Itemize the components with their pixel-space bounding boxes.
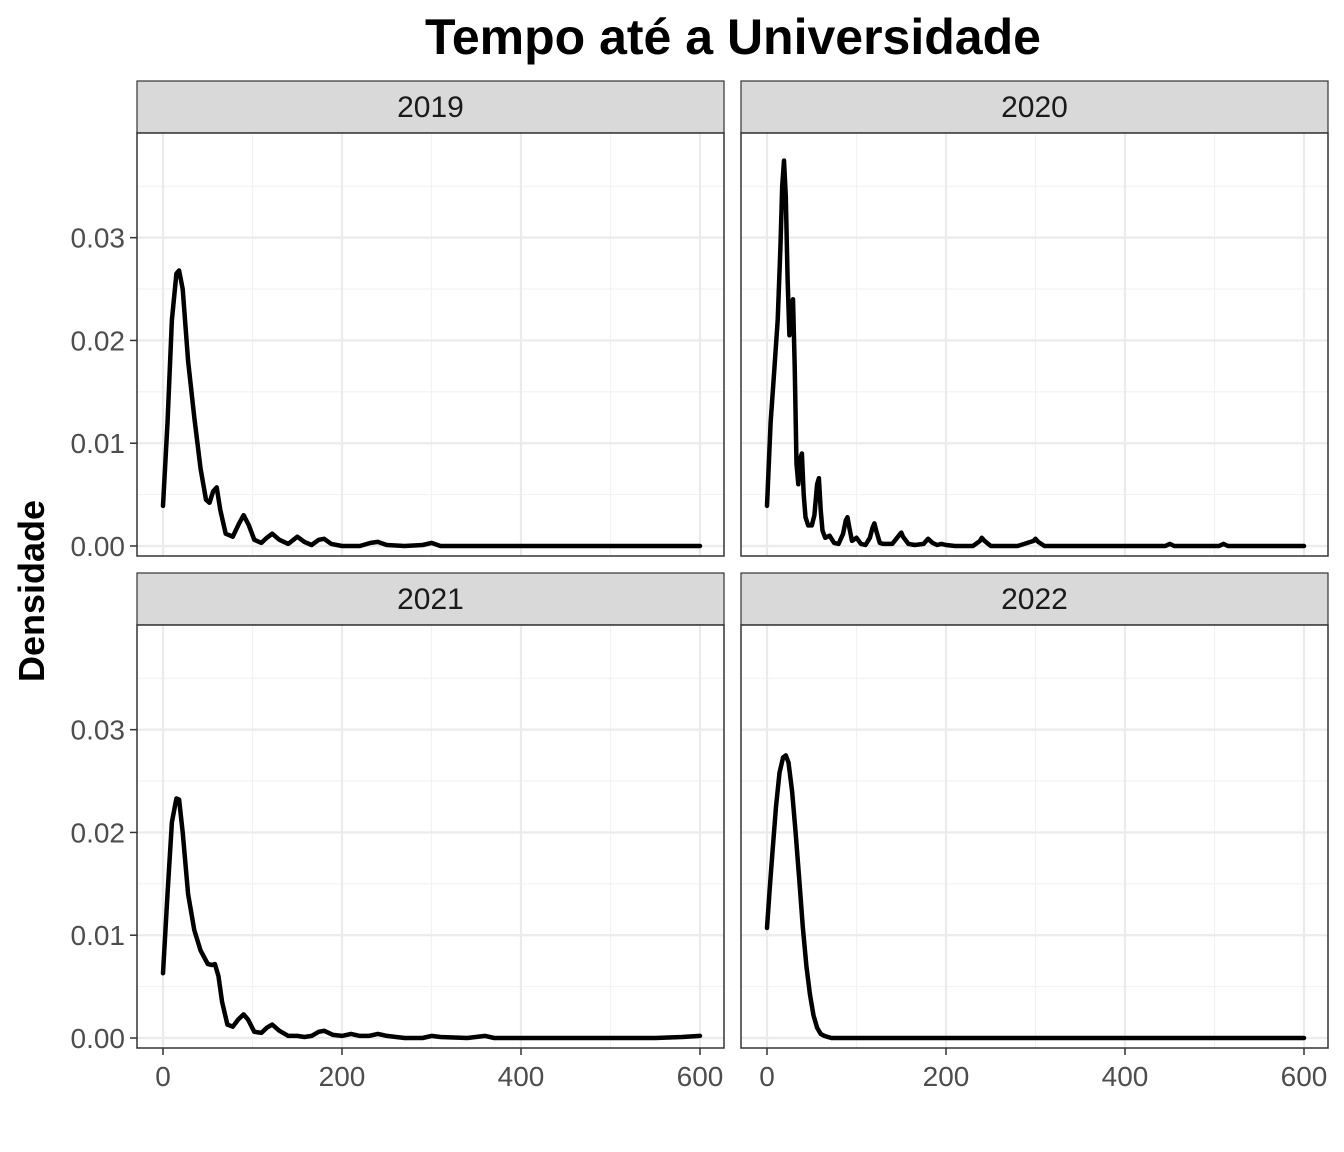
y-tick-label: 0.00 xyxy=(71,1023,126,1054)
x-tick-label: 0 xyxy=(155,1061,171,1092)
y-tick-label: 0.02 xyxy=(71,817,126,848)
y-tick-label: 0.01 xyxy=(71,428,126,459)
y-tick-label: 0.03 xyxy=(71,223,126,254)
density-line-2022 xyxy=(764,753,1307,1041)
y-tick-label: 0.00 xyxy=(71,531,126,562)
facet-panels: 2019 0.00 0.01 0.02 0.03 2020 2021 0.00 0.01 0.02… xyxy=(71,80,1329,1092)
panel-2019: 2019 0.00 0.01 0.02 0.03 xyxy=(71,80,725,562)
panel-background xyxy=(137,625,724,1048)
x-tick-label: 200 xyxy=(319,1061,366,1092)
facet-strip xyxy=(136,80,725,134)
x-tick-label: 0 xyxy=(759,1061,775,1092)
facet-strip-label: 2020 xyxy=(1001,91,1068,124)
facet-strip-label: 2019 xyxy=(397,91,464,124)
y-tick-label: 0.03 xyxy=(71,715,126,746)
facet-strip-label: 2021 xyxy=(397,583,464,616)
y-axis-label: Densidade xyxy=(11,500,52,682)
panel-background xyxy=(741,133,1328,556)
density-line-2021 xyxy=(160,796,703,1041)
facet-strip-label: 2022 xyxy=(1001,583,1068,616)
x-tick-label: 400 xyxy=(1102,1061,1149,1092)
panel-border xyxy=(740,132,1329,557)
facet-strip xyxy=(740,80,1329,134)
chart-title: Tempo até a Universidade xyxy=(425,9,1041,65)
y-tick-label: 0.01 xyxy=(71,920,126,951)
facet-strip xyxy=(740,572,1329,626)
x-tick-label: 600 xyxy=(677,1061,724,1092)
x-tick-label: 200 xyxy=(923,1061,970,1092)
panel-2020: 2020 xyxy=(740,80,1329,557)
density-line-2020 xyxy=(764,158,1307,549)
panel-2021: 2021 0.00 0.01 0.02 0.03 0 200 400 600 xyxy=(71,572,725,1092)
panel-border xyxy=(136,132,725,557)
panel-border xyxy=(740,624,1329,1049)
panel-border xyxy=(136,624,725,1049)
y-tick-label: 0.02 xyxy=(71,325,126,356)
x-tick-label: 600 xyxy=(1281,1061,1328,1092)
x-tick-label: 400 xyxy=(498,1061,545,1092)
panel-background xyxy=(137,133,724,556)
panel-background xyxy=(741,625,1328,1048)
panel-2022: 2022 0 200 400 600 xyxy=(740,572,1329,1092)
density-line-2019 xyxy=(160,268,703,549)
facet-strip xyxy=(136,572,725,626)
